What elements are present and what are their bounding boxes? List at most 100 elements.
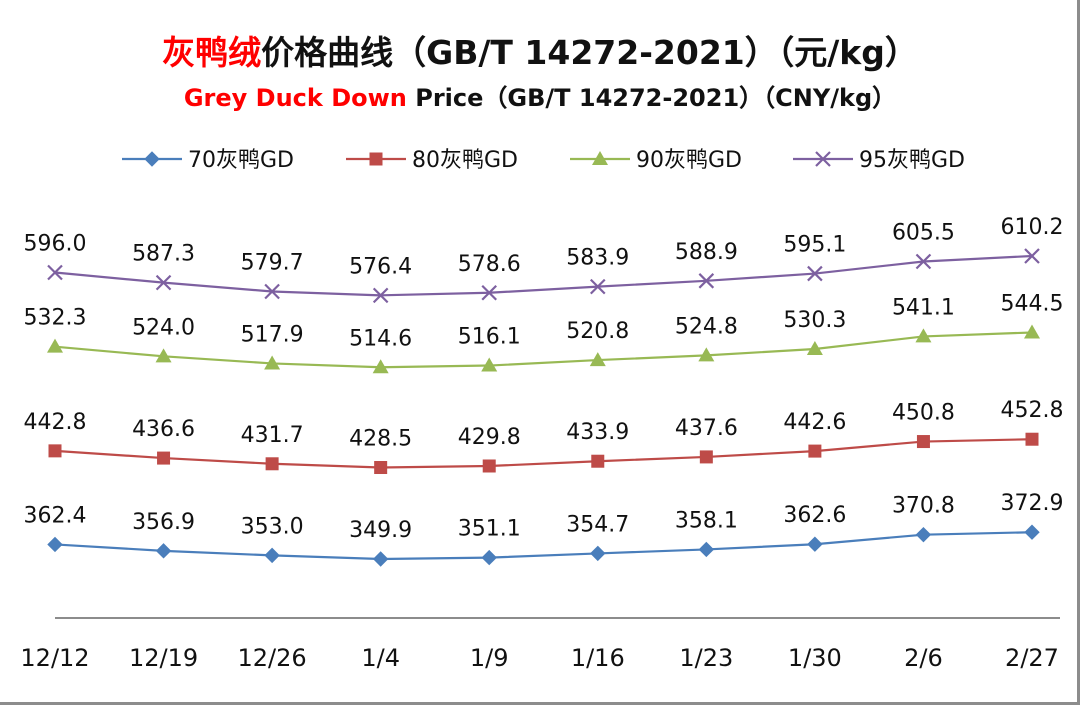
data-point-4 (155, 274, 172, 291)
data-label-3: 532.3 (24, 306, 87, 331)
data-label-1: 353.0 (241, 514, 304, 539)
data-label-4: 610.2 (1001, 215, 1064, 240)
x-tick-label: 12/26 (238, 644, 307, 672)
data-point-3 (915, 328, 932, 343)
data-point-3 (1024, 324, 1040, 339)
title-en-highlight: Grey Duck Down (183, 84, 407, 112)
data-label-3: 541.1 (892, 295, 955, 320)
data-label-2: 442.8 (24, 410, 87, 435)
data-label-2: 450.8 (892, 401, 955, 426)
data-label-4: 596.0 (24, 232, 87, 257)
data-label-2: 436.6 (132, 417, 195, 442)
legend-marker (369, 152, 383, 166)
data-label-2: 437.6 (675, 416, 738, 441)
data-label-2: 431.7 (241, 423, 304, 448)
series-line-3 (54, 331, 1033, 369)
data-label-1: 349.9 (349, 518, 412, 543)
legend-label: 80灰鸭GD (412, 148, 518, 173)
data-label-3: 524.8 (675, 314, 738, 339)
data-point-3 (481, 357, 498, 372)
data-point-1 (590, 545, 606, 562)
data-point-2 (482, 459, 496, 473)
data-label-3: 530.3 (783, 308, 846, 333)
data-point-1 (698, 541, 715, 558)
data-label-3: 517.9 (241, 322, 304, 347)
data-label-4: 576.4 (349, 254, 412, 279)
data-label-3: 520.8 (566, 319, 629, 344)
title-cn-rest: 价格曲线（GB/T 14272-2021）（元/kg） (261, 33, 918, 72)
series-line-2 (54, 438, 1033, 469)
data-point-4 (590, 278, 606, 295)
x-tick-label: 1/30 (788, 644, 842, 672)
data-point-4 (807, 265, 823, 282)
data-point-2 (48, 444, 62, 458)
data-point-3 (372, 359, 389, 374)
data-point-3 (47, 338, 63, 353)
data-label-1: 362.6 (783, 503, 846, 528)
data-label-4: 588.9 (675, 240, 738, 265)
series-line-4 (54, 254, 1033, 297)
data-point-1 (481, 549, 497, 566)
data-point-2 (916, 435, 930, 449)
x-tick-label: 1/9 (470, 644, 509, 672)
data-point-2 (374, 461, 388, 475)
data-label-3: 524.0 (132, 315, 195, 340)
legend-marker (815, 151, 831, 167)
legend-label: 95灰鸭GD (859, 148, 965, 173)
data-label-2: 442.6 (783, 410, 846, 435)
data-label-2: 428.5 (349, 427, 412, 452)
legend-label: 70灰鸭GD (188, 148, 294, 173)
data-point-4 (698, 273, 715, 289)
title-cn-highlight: 灰鸭绒 (162, 33, 262, 72)
data-label-4: 605.5 (892, 220, 955, 245)
data-label-4: 587.3 (132, 242, 195, 267)
data-point-1 (264, 547, 280, 564)
legend-label: 90灰鸭GD (636, 148, 742, 173)
data-point-4 (372, 287, 389, 304)
series-line-1 (54, 531, 1033, 561)
data-point-3 (155, 348, 172, 363)
data-label-1: 362.4 (24, 503, 87, 528)
data-point-4 (915, 253, 932, 270)
data-point-1 (155, 543, 172, 559)
data-point-2 (591, 454, 605, 468)
data-label-4: 595.1 (783, 233, 846, 258)
data-label-4: 578.6 (458, 252, 521, 277)
data-label-3: 514.6 (349, 326, 412, 351)
legend-marker (144, 151, 160, 167)
data-label-4: 583.9 (566, 246, 629, 271)
data-label-4: 579.7 (241, 251, 304, 276)
data-point-2 (265, 457, 279, 471)
data-point-1 (915, 526, 932, 543)
legend-marker (592, 151, 608, 165)
data-point-2 (1025, 432, 1039, 446)
data-point-1 (47, 536, 63, 553)
data-point-4 (1024, 248, 1040, 264)
data-label-2: 429.8 (458, 425, 521, 450)
data-label-1: 370.8 (892, 494, 955, 519)
x-tick-label: 2/27 (1005, 644, 1059, 672)
chart-title-en: Grey Duck Down Price（GB/T 14272-2021）（CN… (0, 78, 1080, 113)
data-label-2: 433.9 (566, 420, 629, 445)
x-tick-label: 1/23 (679, 644, 733, 672)
data-label-3: 544.5 (1001, 291, 1064, 316)
data-label-1: 372.9 (1001, 491, 1064, 516)
data-point-4 (47, 264, 63, 281)
data-label-1: 354.7 (566, 512, 629, 537)
data-point-3 (589, 352, 606, 367)
data-label-3: 516.1 (458, 325, 521, 350)
data-point-2 (157, 451, 171, 465)
x-tick-label: 12/19 (129, 644, 198, 672)
x-tick-label: 2/6 (904, 644, 943, 672)
data-point-4 (264, 283, 280, 300)
data-point-2 (808, 444, 822, 458)
data-label-1: 358.1 (675, 508, 738, 533)
data-point-2 (699, 450, 713, 464)
x-tick-label: 12/12 (20, 644, 89, 672)
data-point-1 (1024, 524, 1040, 540)
data-point-3 (698, 347, 715, 362)
data-point-1 (807, 536, 823, 552)
data-point-1 (372, 551, 389, 567)
